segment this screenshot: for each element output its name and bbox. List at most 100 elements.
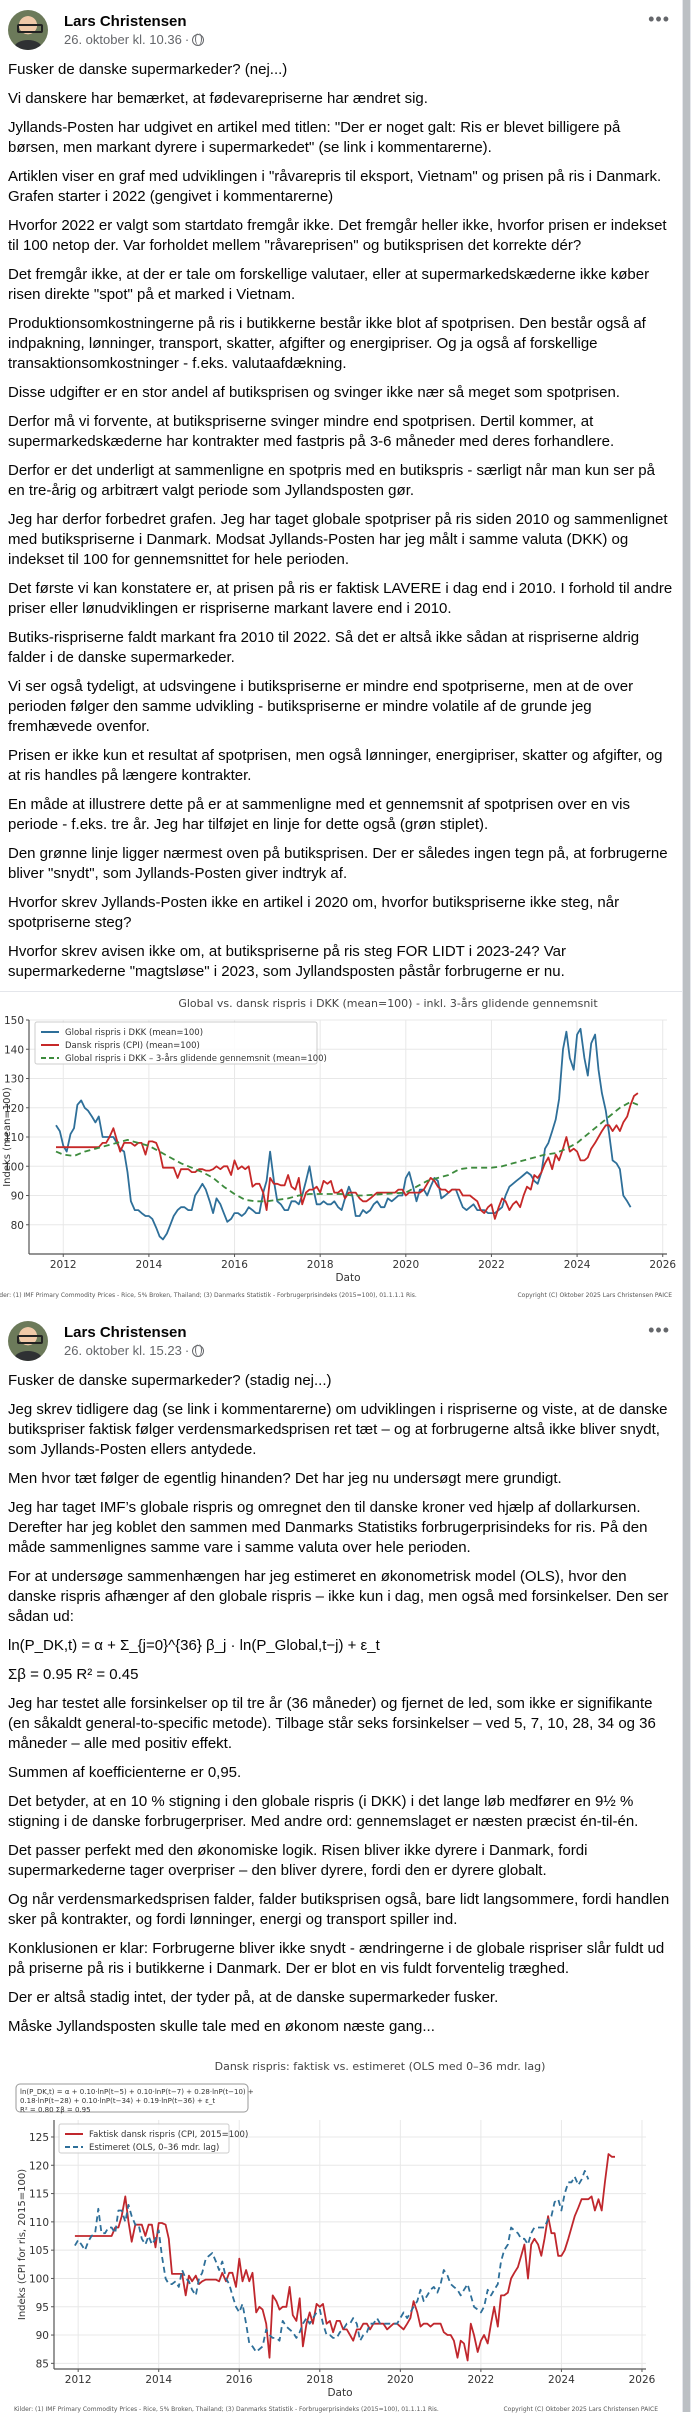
post-paragraph: Derfor må vi forvente, at butikspriserne… — [8, 413, 615, 450]
x-tick-label: 2020 — [387, 2374, 414, 2386]
y-tick-label: 115 — [29, 2189, 49, 2201]
more-options-button[interactable]: ••• — [648, 10, 670, 28]
chart-1-svg: Global vs. dansk rispris i DKK (mean=100… — [2, 997, 676, 1284]
post-paragraph: Butiks-rispriserne faldt markant fra 201… — [8, 629, 640, 666]
post-paragraph: Summen af koefficienterne er 0,95. — [8, 1764, 242, 1781]
post-paragraph: Jeg har testet alle forsinkelser op til … — [8, 1695, 656, 1752]
post-paragraph: Det betyder, at en 10 % stigning i den g… — [8, 1793, 639, 1830]
y-tick-label: 95 — [36, 2302, 49, 2314]
y-tick-label: 80 — [11, 1220, 24, 1232]
x-axis-label: Dato — [327, 2387, 352, 2399]
chart-legend — [58, 2123, 230, 2154]
post-paragraph: Jyllands-Posten har udgivet en artikel m… — [8, 119, 621, 156]
chart-1-source-row: Kilder: (1) IMF Primary Commodity Prices… — [0, 1292, 682, 1299]
y-tick-label: 130 — [4, 1074, 24, 1086]
y-tick-label: 100 — [4, 1161, 24, 1173]
x-tick-label: 2020 — [392, 1259, 419, 1271]
post-paragraph: Jeg har taget IMF’s globale rispris og o… — [8, 1499, 648, 1556]
post-paragraph: Det fremgår ikke, at der er tale om fors… — [8, 266, 650, 303]
series-line-2 — [74, 2170, 590, 2353]
author-name[interactable]: Lars Christensen — [64, 13, 187, 30]
post-paragraph: Konklusionen er klar: Forbrugerne bliver… — [8, 1940, 665, 1977]
y-tick-label: 85 — [36, 2358, 49, 2370]
x-tick-label: 2022 — [468, 2374, 495, 2386]
globe-icon — [192, 1344, 205, 1357]
avatar[interactable] — [8, 1321, 48, 1361]
y-tick-label: 120 — [29, 2160, 49, 2172]
post-header: Lars Christensen 26. oktober kl. 15.23 ·… — [0, 1311, 682, 1367]
chart-2-copyright: Copyright (C) Oktober 2025 Lars Christen… — [503, 2406, 658, 2413]
globe-icon — [192, 33, 205, 46]
post-paragraph: Produktionsomkostningerne på ris i butik… — [8, 315, 646, 372]
scrollbar-thumb[interactable] — [683, 0, 690, 2412]
post-paragraph: En måde at illustrere dette på er at sam… — [8, 796, 630, 833]
post-paragraph: Fusker de danske supermarkeder? (stadig … — [8, 1372, 332, 1389]
y-tick-label: 125 — [29, 2132, 49, 2144]
chart-2-source-row: Kilder: (1) IMF Primary Commodity Prices… — [0, 2406, 682, 2413]
post-paragraph: Artiklen viser en graf med udviklingen i… — [8, 168, 662, 205]
meta-separator: · — [184, 1343, 190, 1358]
post-paragraph: Der er altså stadig intet, der tyder på,… — [8, 1989, 499, 2006]
post-paragraph: For at undersøge sammenhængen har jeg es… — [8, 1568, 669, 1625]
meta-separator: · — [184, 32, 190, 47]
post-paragraph: Det første vi kan konstatere er, at pris… — [8, 580, 673, 617]
post-meta: 26. oktober kl. 15.23 · — [64, 1342, 205, 1359]
x-tick-label: 2014 — [145, 2374, 172, 2386]
post-paragraph: Vi danskere har bemærket, at fødevarepri… — [8, 90, 428, 107]
x-tick-label: 2026 — [649, 1259, 676, 1271]
post-paragraph: Σβ = 0.95 R² = 0.45 — [8, 1666, 139, 1683]
x-tick-label: 2024 — [548, 2374, 575, 2386]
x-tick-label: 2024 — [564, 1259, 591, 1271]
legend-label: Estimeret (OLS, 0–36 mdr. lag) — [89, 2143, 219, 2153]
post-paragraph: ln(P_DK,t) = α + Σ_{j=0}^{36} β_j · ln(P… — [8, 1637, 380, 1654]
author-block: Lars Christensen 26. oktober kl. 15.23 · — [64, 1323, 205, 1359]
x-tick-label: 2018 — [307, 1259, 334, 1271]
y-tick-label: 120 — [4, 1103, 24, 1115]
chart-2-source-note: Kilder: (1) IMF Primary Commodity Prices… — [14, 2406, 439, 2413]
post-paragraph: Det passer perfekt med den økonomiske lo… — [8, 1842, 588, 1879]
chart-1[interactable]: Global vs. dansk rispris i DKK (mean=100… — [0, 992, 682, 1299]
more-options-icon: ••• — [648, 1320, 670, 1340]
chart-2-svg: Dansk rispris: faktisk vs. estimeret (OL… — [15, 2060, 656, 2399]
model-annotation-line: 0.18·lnP(t−28) + 0.10·lnP(t−34) + 0.19·l… — [20, 2097, 215, 2105]
y-tick-label: 110 — [4, 1132, 24, 1144]
series-line-1 — [55, 1027, 632, 1241]
y-axis-label: Indeks (CPI for ris, 2015=100) — [17, 2169, 28, 2320]
post-1: Lars Christensen 26. oktober kl. 10.36 ·… — [0, 0, 682, 1299]
post-body: Fusker de danske supermarkeder? (nej...)… — [0, 56, 682, 982]
series-line-2 — [56, 1092, 639, 1220]
page-scrollbar[interactable] — [682, 0, 691, 2412]
series-line-3 — [55, 1101, 639, 1203]
post-meta: 26. oktober kl. 10.36 · — [64, 31, 205, 48]
more-options-button[interactable]: ••• — [648, 1321, 670, 1339]
post-timestamp[interactable]: 26. oktober kl. 15.23 — [64, 1343, 182, 1358]
legend-label: Faktisk dansk rispris (CPI, 2015=100) — [89, 2130, 248, 2140]
x-tick-label: 2026 — [629, 2374, 656, 2386]
post-paragraph: Hvorfor 2022 er valgt som startdato frem… — [8, 217, 667, 254]
model-annotation-line: ln(P_DK,t) = α + 0.10·lnP(t−5) + 0.10·ln… — [20, 2088, 254, 2096]
y-tick-label: 150 — [4, 1015, 24, 1027]
post-paragraph: Jeg har derfor forbedret grafen. Jeg har… — [8, 511, 668, 568]
y-tick-label: 110 — [29, 2217, 49, 2229]
author-name[interactable]: Lars Christensen — [64, 1324, 187, 1341]
post-timestamp[interactable]: 26. oktober kl. 10.36 — [64, 32, 182, 47]
x-tick-label: 2022 — [478, 1259, 505, 1271]
post-header: Lars Christensen 26. oktober kl. 10.36 ·… — [0, 0, 682, 56]
post-body: Fusker de danske supermarkeder? (stadig … — [0, 1367, 682, 2037]
author-block: Lars Christensen 26. oktober kl. 10.36 · — [64, 12, 205, 48]
post-paragraph: Hvorfor skrev Jyllands-Posten ikke en ar… — [8, 894, 620, 931]
x-tick-label: 2012 — [65, 2374, 92, 2386]
post-paragraph: Den grønne linje ligger nærmest oven på … — [8, 845, 668, 882]
avatar[interactable] — [8, 10, 48, 50]
chart-title: Global vs. dansk rispris i DKK (mean=100… — [178, 997, 598, 1010]
y-tick-label: 100 — [29, 2273, 49, 2285]
post-paragraph: Og når verdensmarkedsprisen falder, fald… — [8, 1891, 670, 1928]
model-annotation-box — [15, 2083, 249, 2113]
post-paragraph: Måske Jyllandsposten skulle tale med en … — [8, 2018, 435, 2035]
post-paragraph: Fusker de danske supermarkeder? (nej...) — [8, 61, 288, 78]
post-paragraph: Men hvor tæt følger de egentlig hinanden… — [8, 1470, 562, 1487]
chart-1-copyright: Copyright (C) Oktober 2025 Lars Christen… — [517, 1292, 672, 1299]
y-tick-label: 105 — [29, 2245, 49, 2257]
chart-2[interactable]: Dansk rispris: faktisk vs. estimeret (OL… — [0, 2046, 682, 2413]
post-paragraph: Vi ser også tydeligt, at udsvingene i bu… — [8, 678, 634, 735]
